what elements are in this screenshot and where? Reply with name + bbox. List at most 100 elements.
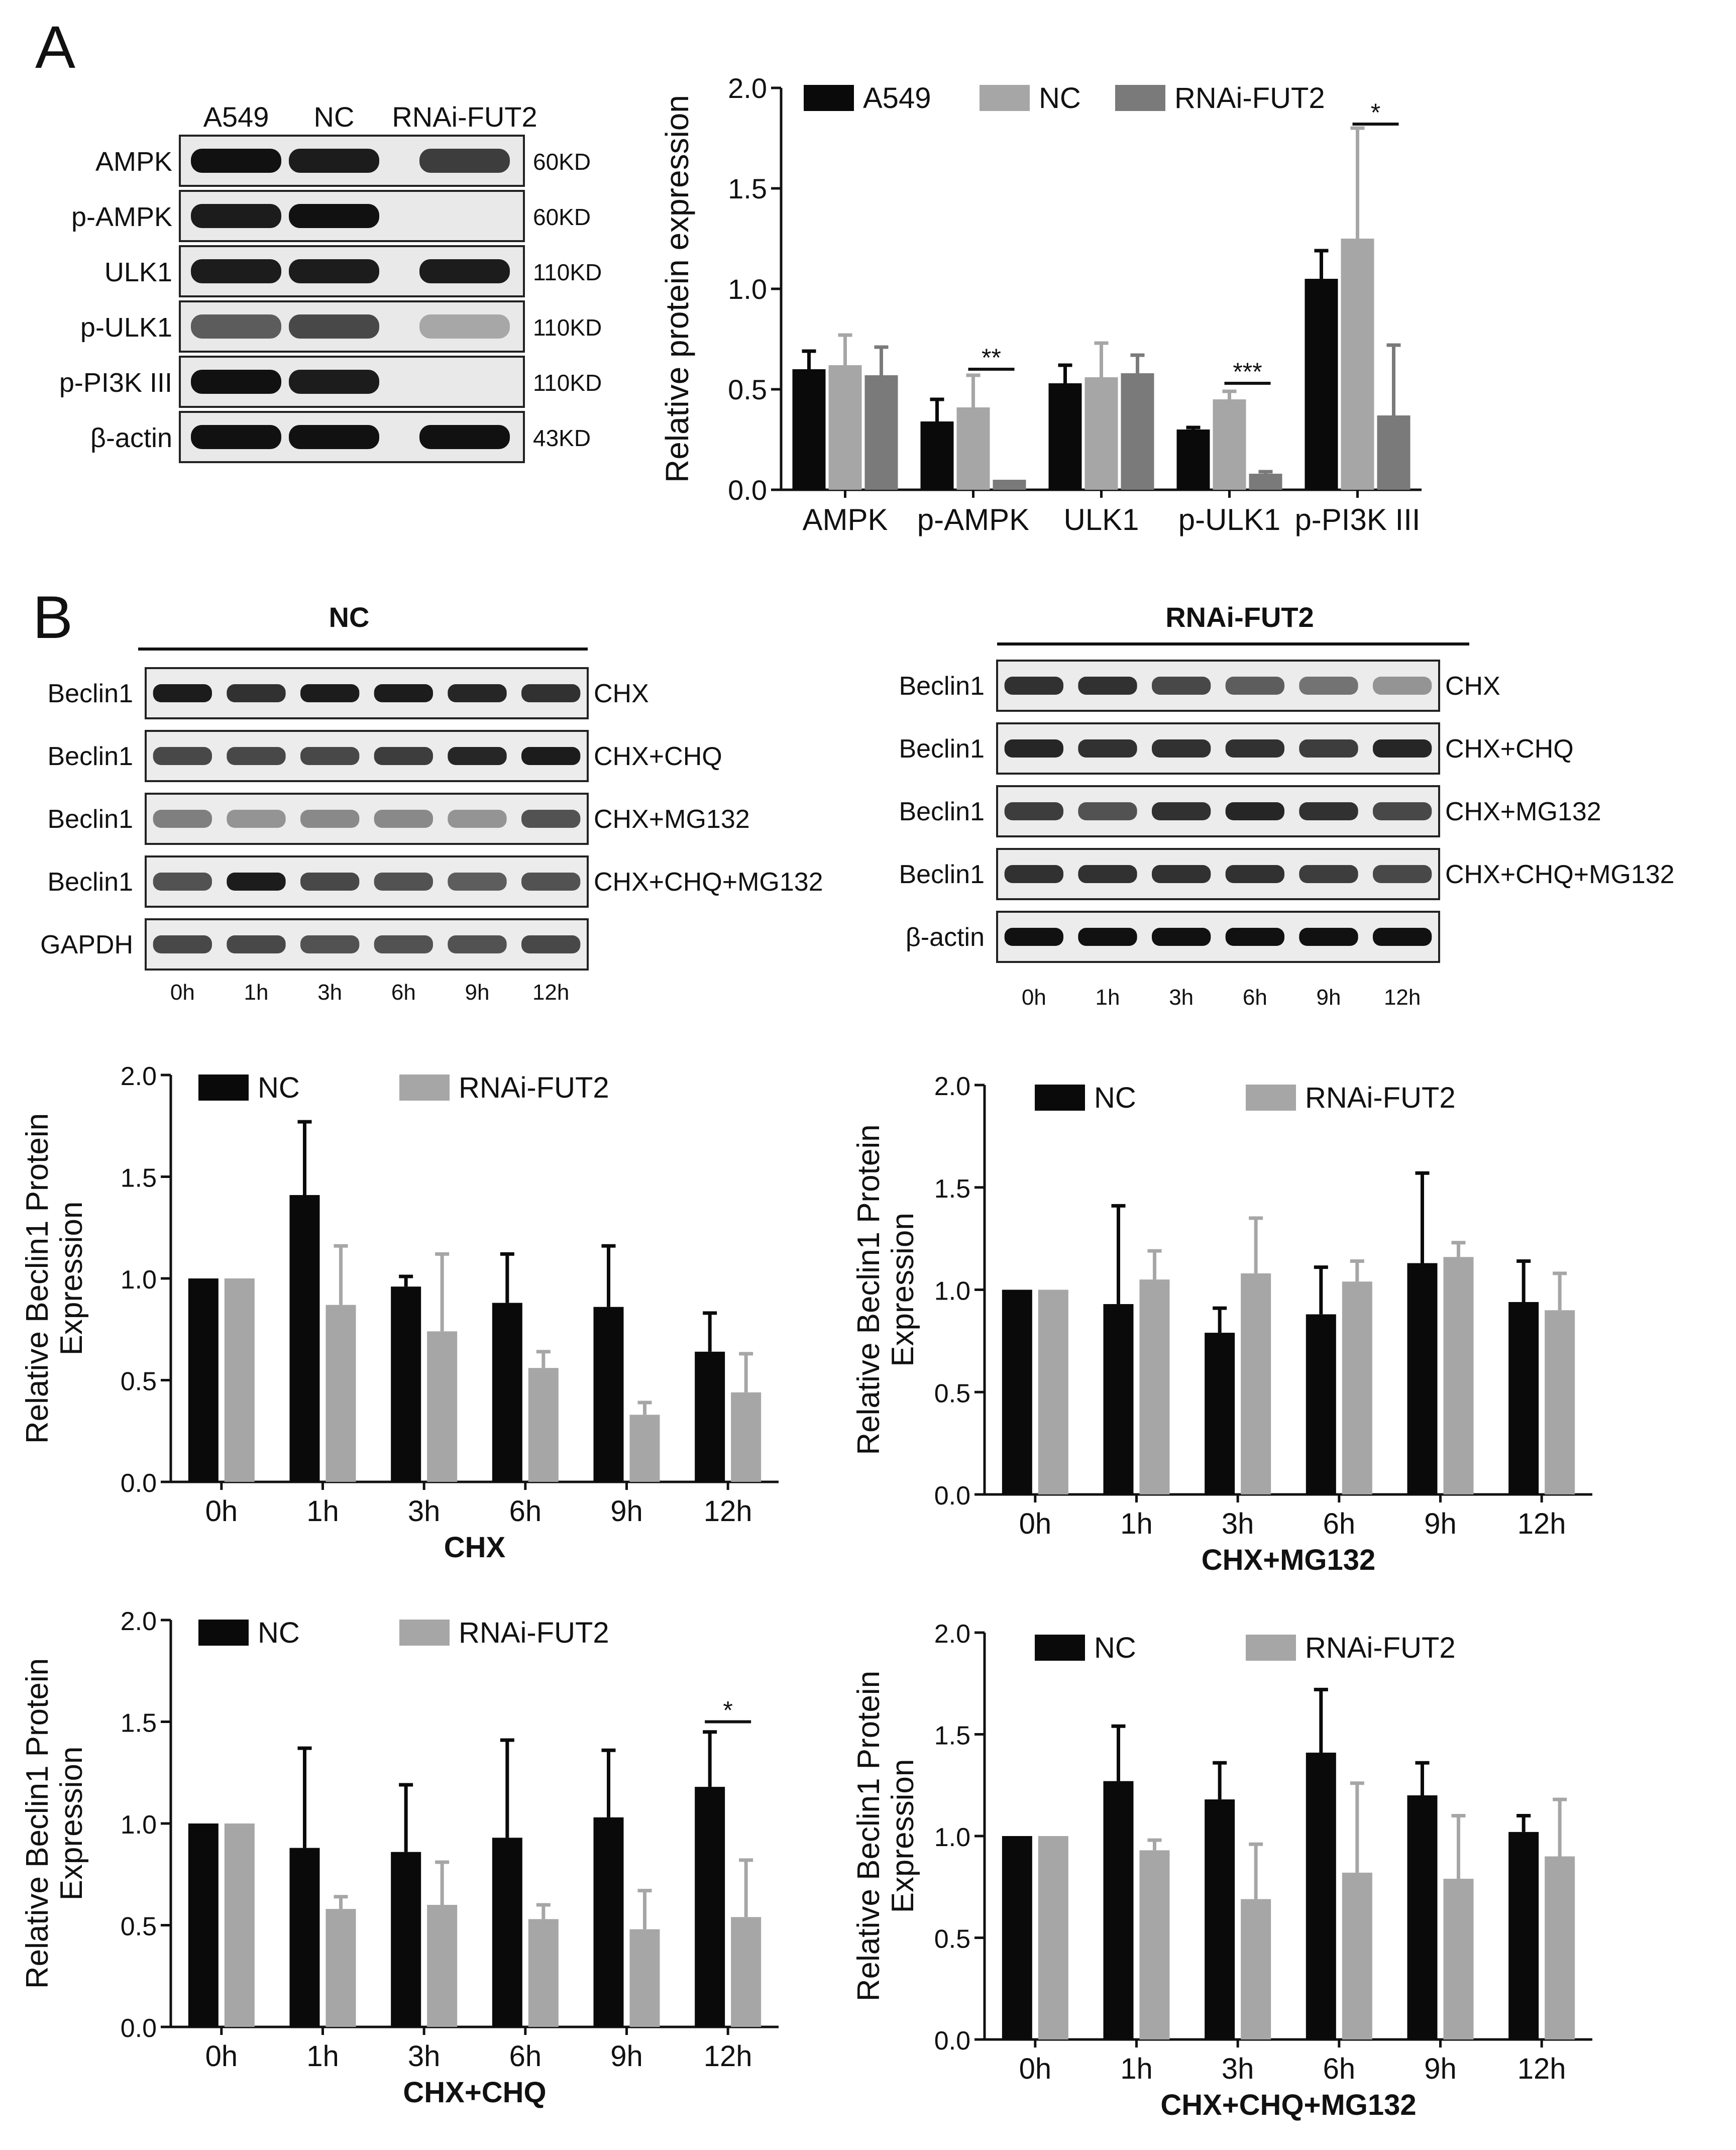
blot-band	[289, 149, 379, 173]
y-tick-label: 0.5	[728, 374, 767, 405]
bar	[956, 407, 990, 490]
y-tick-label: 1.0	[934, 1277, 970, 1306]
legend-swatch	[198, 1074, 249, 1101]
y-tick-label: 0.5	[934, 1925, 970, 1954]
bar	[1213, 399, 1246, 490]
legend-swatch	[198, 1620, 249, 1646]
y-tick-label: 1.5	[728, 173, 767, 204]
blot-band	[1373, 677, 1432, 695]
legend-label: NC	[1094, 1082, 1136, 1114]
x-axis-label: CHX	[444, 1531, 506, 1564]
blot-band	[419, 149, 510, 173]
blot-band	[374, 810, 433, 828]
blot-band	[1004, 928, 1063, 946]
bar	[224, 1278, 255, 1482]
blot-band	[227, 935, 286, 953]
blot-protein-label: Beclin1	[47, 868, 133, 897]
blot-band	[1078, 865, 1137, 883]
blot-timepoint: 1h	[244, 980, 269, 1005]
bar	[1508, 1832, 1539, 2039]
bar	[391, 1286, 421, 1482]
y-tick-label: 1.5	[121, 1164, 157, 1193]
blot-protein-label: ULK1	[104, 257, 172, 287]
bar	[1002, 1289, 1032, 1494]
blot-timepoint: 3h	[1169, 985, 1194, 1010]
blot-band	[289, 314, 379, 339]
blot-timepoint: 9h	[1317, 985, 1341, 1010]
legend-label: NC	[1094, 1632, 1136, 1664]
blot-timepoint: 1h	[1096, 985, 1120, 1010]
bar	[188, 1278, 219, 1482]
blot-band	[300, 935, 360, 953]
significance-stars: **	[982, 344, 1001, 372]
y-axis-label: Relative Beclin1 ProteinExpression	[20, 1113, 89, 1444]
blot-band	[300, 873, 360, 891]
x-tick-label: 3h	[408, 2040, 441, 2073]
bar	[792, 369, 826, 490]
blot-protein-label: Beclin1	[47, 742, 133, 771]
blot-band	[1152, 928, 1211, 946]
y-tick-label: 2.0	[934, 1620, 970, 1649]
blotB-nc-title: NC	[329, 601, 370, 633]
bar	[325, 1305, 356, 1482]
x-tick-label: 1h	[1120, 2053, 1153, 2085]
blot-frame	[145, 793, 589, 845]
blot-row: β-actin 43KD	[90, 411, 591, 463]
y-tick-label: 2.0	[121, 1062, 157, 1091]
blot-A: A549 NC RNAi-FUT2 AMPK 60KD p-AMPK 60KD ULK1…	[59, 101, 602, 463]
chart-B-chx-mg132: 0.0 0.5 1.0 1.5 2.0 0h 1h 3h 6h 9h 12h NC RNAi-FUT2 R…	[851, 1072, 1592, 1576]
bar	[1038, 1289, 1068, 1494]
bar	[391, 1852, 421, 2027]
legend-label: RNAi-FUT2	[1305, 1082, 1456, 1114]
y-tick-label: 2.0	[121, 1607, 157, 1636]
blot-band	[448, 810, 507, 828]
blot-size-label: 110KD	[533, 314, 602, 341]
bar	[1508, 1302, 1539, 1494]
blot-row: Beclin1 CHX	[47, 667, 649, 719]
bar	[1342, 1281, 1372, 1494]
blot-band	[191, 149, 281, 173]
blot-band	[289, 204, 379, 228]
blotB-nc-rows: Beclin1 CHX Beclin1 CHX+CHQ Beclin1 CHX+MG132…	[40, 667, 823, 971]
blot-band	[289, 370, 379, 394]
bar	[1176, 429, 1210, 490]
x-tick-label: 9h	[1424, 2053, 1457, 2085]
blot-band	[521, 873, 581, 891]
blot-band	[448, 873, 507, 891]
blot-condition-label: CHX+MG132	[594, 805, 750, 834]
bar	[188, 1823, 219, 2027]
bar	[1306, 1752, 1336, 2039]
blot-band	[521, 810, 581, 828]
blot-band	[448, 747, 507, 765]
blot-condition-label: CHX+CHQ	[594, 742, 722, 771]
bar	[695, 1351, 725, 1482]
blot-band	[1004, 865, 1063, 883]
bar	[289, 1848, 320, 2027]
legend-swatch	[1115, 85, 1165, 111]
blot-protein-label: β-actin	[906, 923, 985, 952]
y-axis-label: Relative protein expression	[659, 95, 695, 483]
legend-swatch	[804, 85, 854, 111]
blot-size-label: 60KD	[533, 204, 591, 230]
blot-band	[191, 425, 281, 449]
blot-row: Beclin1 CHX+MG132	[47, 793, 750, 845]
bar	[593, 1307, 624, 1482]
bar	[1103, 1304, 1134, 1494]
blot-size-label: 110KD	[533, 370, 602, 396]
blot-condition-label: CHX	[594, 679, 649, 708]
legend-label: NC	[258, 1617, 300, 1649]
bar	[1103, 1781, 1134, 2039]
x-tick-label: 0h	[205, 1495, 238, 1528]
y-tick-label: 0.0	[934, 2026, 970, 2056]
bar	[528, 1368, 559, 1482]
blot-row: p-PI3K III 110KD	[59, 356, 602, 408]
bar	[528, 1919, 559, 2027]
blot-band	[1152, 677, 1211, 695]
blot-frame	[996, 785, 1440, 837]
y-tick-label: 1.0	[121, 1810, 157, 1840]
blot-band	[1299, 865, 1358, 883]
blot-band	[1225, 677, 1284, 695]
x-tick-label: 0h	[1019, 2053, 1052, 2085]
x-tick-label: p-AMPK	[917, 503, 1029, 536]
